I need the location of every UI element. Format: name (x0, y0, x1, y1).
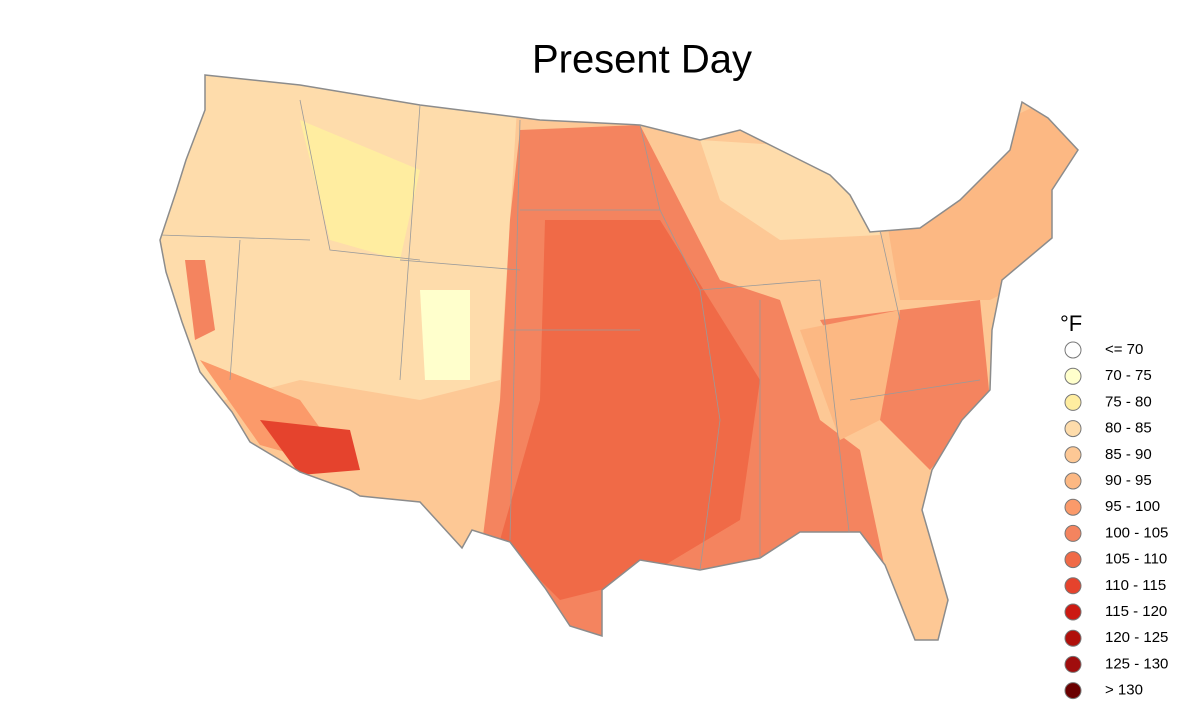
legend-label: 95 - 100 (1105, 498, 1160, 515)
us-outline (159, 74, 1079, 641)
legend-swatch (1064, 629, 1082, 647)
legend-label: 120 - 125 (1105, 629, 1168, 646)
state-borders (160, 99, 981, 571)
mountain-region (300, 120, 420, 260)
central-valley-region (185, 260, 215, 340)
legend-swatch (1064, 577, 1082, 595)
appalachia-region (800, 310, 900, 440)
legend-swatch (1064, 341, 1082, 359)
south-central-region (500, 220, 760, 600)
legend-label: 80 - 85 (1105, 420, 1152, 437)
legend-swatch (1064, 367, 1082, 385)
hot-desert-region (260, 420, 360, 475)
legend-swatch (1064, 682, 1082, 700)
legend-swatch (1064, 498, 1082, 516)
legend-label: 90 - 95 (1105, 472, 1152, 489)
legend-swatch (1064, 420, 1082, 438)
legend-title: °F (1060, 311, 1082, 336)
utah-region (420, 290, 470, 380)
northeast-region (880, 80, 1078, 300)
legend-label: <= 70 (1105, 341, 1143, 358)
legend-swatch (1064, 472, 1082, 490)
legend-label: > 130 (1105, 682, 1143, 699)
legend-label: 110 - 115 (1105, 577, 1166, 594)
legend-swatch (1064, 655, 1082, 673)
us-map (160, 75, 1078, 640)
legend-label: 125 - 130 (1105, 655, 1168, 672)
legend-swatch (1064, 393, 1082, 411)
legend-swatch (1064, 603, 1082, 621)
legend: °F <= 70 70 - 75 75 - 80 80 - 85 85 - 90 90 -… (1060, 311, 1168, 700)
legend-label: 70 - 75 (1105, 367, 1152, 384)
legend-label: 115 - 120 (1105, 603, 1167, 620)
legend-label: 85 - 90 (1105, 446, 1152, 463)
legend-swatch (1064, 446, 1082, 464)
legend-label: 75 - 80 (1105, 393, 1152, 410)
legend-swatch (1064, 551, 1082, 569)
legend-swatch (1064, 524, 1082, 542)
map-title: Present Day (532, 38, 752, 82)
legend-label: 100 - 105 (1105, 524, 1168, 541)
legend-label: 105 - 110 (1105, 551, 1167, 568)
